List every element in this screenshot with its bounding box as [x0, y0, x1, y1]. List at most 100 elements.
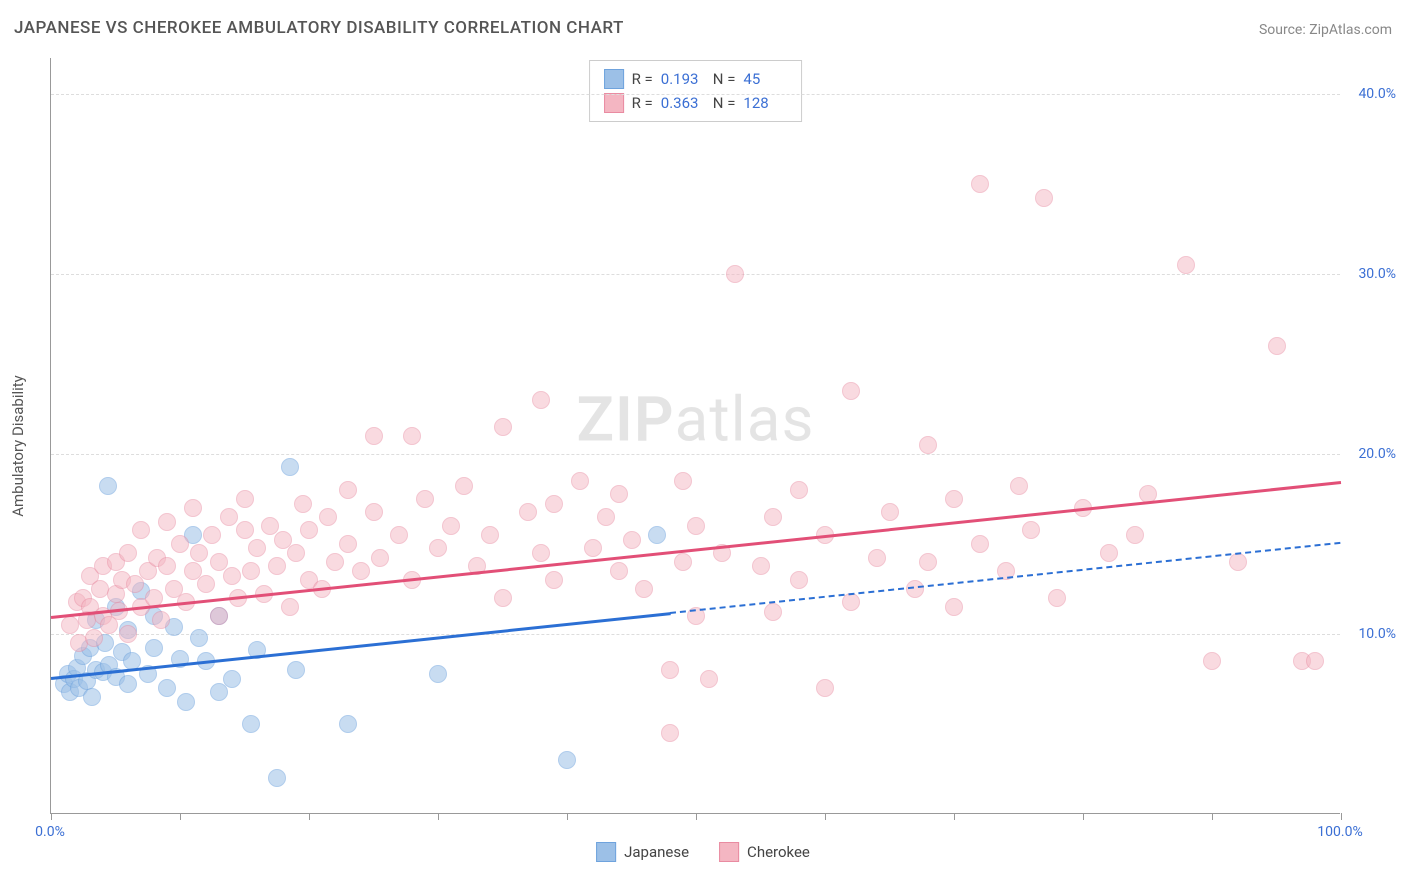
scatter-point — [326, 553, 344, 571]
scatter-point — [494, 589, 512, 607]
scatter-point — [764, 508, 782, 526]
scatter-point — [790, 481, 808, 499]
scatter-point — [842, 382, 860, 400]
scatter-point — [661, 661, 679, 679]
scatter-point — [674, 472, 692, 490]
scatter-point — [726, 265, 744, 283]
scatter-point — [455, 477, 473, 495]
correlation-legend: R = 0.193 N = 45 R = 0.363 N = 128 — [589, 60, 803, 122]
series-legend: Japanese Cherokee — [596, 842, 810, 862]
legend-swatch-cherokee — [719, 842, 739, 862]
x-tick-label: 100.0% — [1317, 824, 1362, 840]
legend-swatch-cherokee — [604, 93, 624, 113]
scatter-point — [906, 580, 924, 598]
scatter-point — [429, 665, 447, 683]
scatter-point — [545, 495, 563, 513]
scatter-point — [945, 598, 963, 616]
source-name: ZipAtlas.com — [1309, 22, 1392, 38]
scatter-point — [971, 175, 989, 193]
legend-label-japanese: Japanese — [624, 843, 689, 861]
scatter-point — [764, 603, 782, 621]
scatter-point — [700, 670, 718, 688]
scatter-point — [190, 629, 208, 647]
scatter-point — [1100, 544, 1118, 562]
plot-area: ZIPatlas R = 0.193 N = 45 R = 0.363 N = … — [50, 58, 1340, 814]
scatter-point — [119, 544, 137, 562]
scatter-point — [1229, 553, 1247, 571]
scatter-point — [236, 490, 254, 508]
scatter-point — [1177, 256, 1195, 274]
x-tick — [180, 813, 181, 820]
chart-title: JAPANESE VS CHEROKEE AMBULATORY DISABILI… — [14, 18, 624, 38]
scatter-point — [319, 508, 337, 526]
scatter-point — [971, 535, 989, 553]
legend-n-value-japanese: 45 — [743, 70, 787, 88]
scatter-point — [945, 490, 963, 508]
scatter-point — [339, 715, 357, 733]
watermark-bold: ZIP — [577, 384, 675, 457]
scatter-point — [248, 539, 266, 557]
scatter-point — [119, 675, 137, 693]
correlation-chart: JAPANESE VS CHEROKEE AMBULATORY DISABILI… — [0, 0, 1406, 892]
scatter-point — [85, 629, 103, 647]
scatter-point — [119, 625, 137, 643]
scatter-point — [177, 693, 195, 711]
scatter-point — [287, 661, 305, 679]
scatter-point — [868, 549, 886, 567]
legend-r-label: R = — [632, 70, 653, 88]
scatter-point — [752, 557, 770, 575]
scatter-point — [610, 562, 628, 580]
legend-item-cherokee: Cherokee — [719, 842, 810, 862]
scatter-point — [648, 526, 666, 544]
x-tick — [1083, 813, 1084, 820]
scatter-point — [481, 526, 499, 544]
y-tick-label: 20.0% — [1358, 446, 1396, 462]
scatter-point — [352, 562, 370, 580]
legend-swatch-japanese — [596, 842, 616, 862]
scatter-point — [1035, 189, 1053, 207]
scatter-point — [816, 679, 834, 697]
scatter-point — [99, 477, 117, 495]
scatter-point — [532, 391, 550, 409]
scatter-point — [287, 544, 305, 562]
scatter-point — [294, 495, 312, 513]
y-axis-label: Ambulatory Disability — [9, 375, 27, 517]
x-tick — [51, 813, 52, 820]
scatter-point — [365, 427, 383, 445]
legend-r-value-japanese: 0.193 — [661, 70, 705, 88]
trend-line — [51, 612, 670, 679]
scatter-point — [584, 539, 602, 557]
scatter-point — [1203, 652, 1221, 670]
scatter-point — [132, 521, 150, 539]
scatter-point — [158, 513, 176, 531]
source-attribution: Source: ZipAtlas.com — [1259, 22, 1392, 38]
scatter-point — [242, 715, 260, 733]
scatter-point — [184, 499, 202, 517]
scatter-point — [339, 481, 357, 499]
scatter-point — [429, 539, 447, 557]
scatter-point — [558, 751, 576, 769]
y-tick-label: 40.0% — [1358, 86, 1396, 102]
scatter-point — [236, 521, 254, 539]
scatter-point — [790, 571, 808, 589]
x-tick — [825, 813, 826, 820]
scatter-point — [623, 531, 641, 549]
scatter-point — [1268, 337, 1286, 355]
scatter-point — [494, 418, 512, 436]
scatter-point — [1306, 652, 1324, 670]
scatter-point — [390, 526, 408, 544]
scatter-point — [190, 544, 208, 562]
scatter-point — [152, 611, 170, 629]
x-tick — [438, 813, 439, 820]
watermark: ZIPatlas — [577, 384, 815, 457]
scatter-point — [1010, 477, 1028, 495]
x-tick — [1341, 813, 1342, 820]
gridline — [51, 94, 1340, 95]
scatter-point — [171, 535, 189, 553]
scatter-point — [416, 490, 434, 508]
scatter-point — [919, 436, 937, 454]
watermark-light: atlas — [675, 384, 815, 457]
x-tick — [954, 813, 955, 820]
legend-n-label: N = — [713, 94, 736, 112]
legend-n-value-cherokee: 128 — [743, 94, 787, 112]
